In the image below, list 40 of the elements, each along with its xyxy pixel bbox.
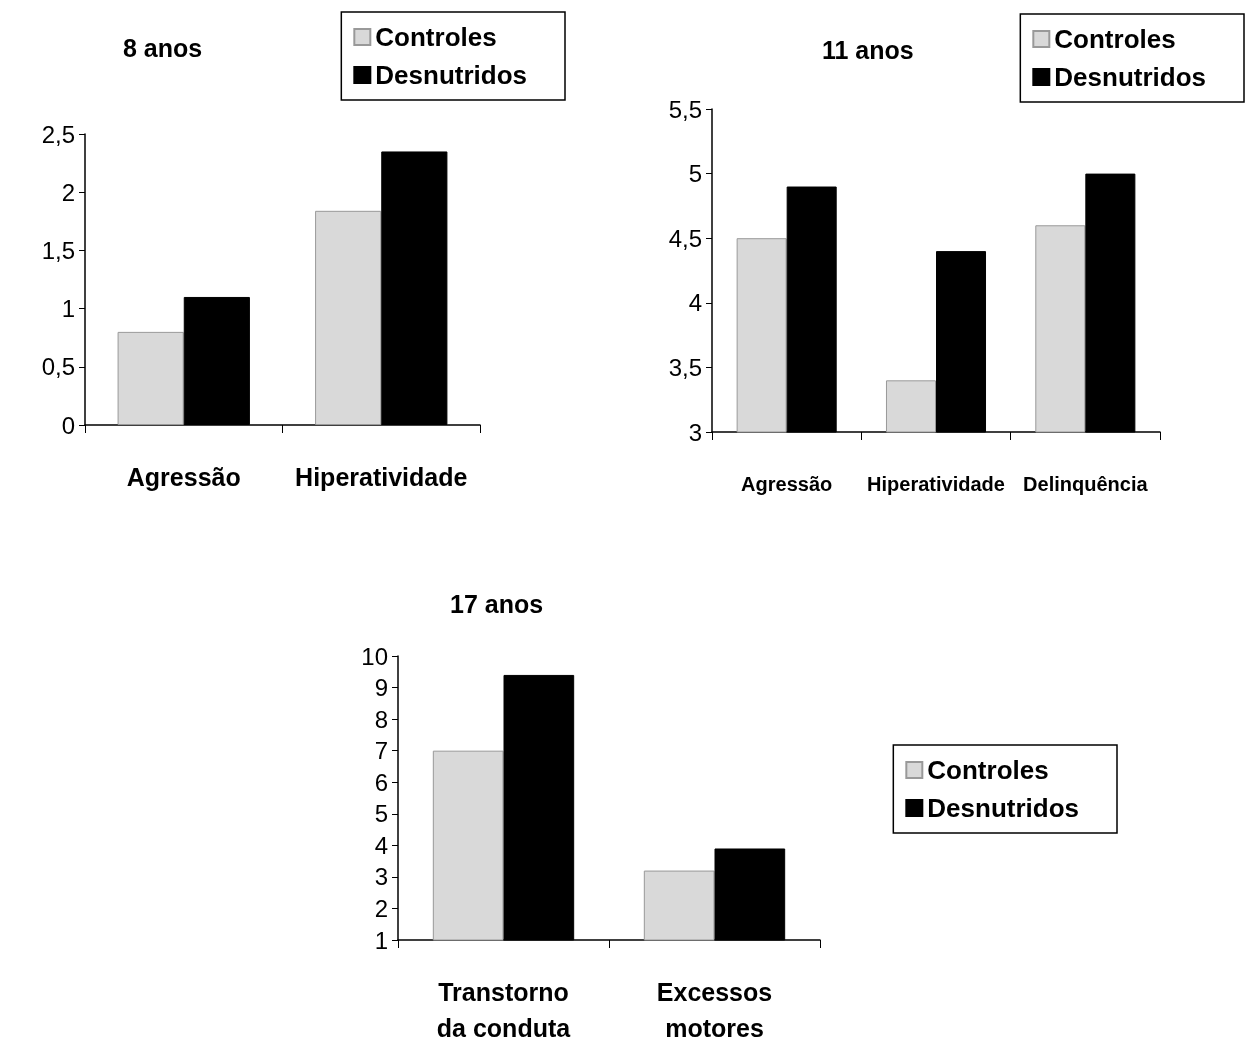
- legend-label: Controles: [927, 755, 1049, 785]
- y-tick-label: 3: [688, 418, 702, 446]
- x-tick-label: Hiperatividade: [295, 463, 468, 491]
- bar: [315, 210, 382, 425]
- chart-title: 17 anos: [450, 589, 544, 618]
- legend-label: Desnutridos: [927, 793, 1079, 823]
- legend-label: Desnutridos: [1054, 62, 1206, 92]
- y-tick-label: 0: [61, 411, 75, 439]
- bar: [117, 331, 184, 425]
- y-tick-label: 2: [61, 178, 75, 206]
- y-tick-label: 3: [374, 863, 388, 891]
- x-tick-label: Excessos motores: [656, 978, 773, 1042]
- y-tick-label: 2: [374, 894, 388, 922]
- y-tick-label: 4: [374, 831, 388, 859]
- y-tick-label: 5,5: [668, 95, 702, 123]
- y-tick-label: 4: [688, 289, 702, 317]
- y-tick-label: 8: [374, 705, 388, 733]
- y-tick-label: 5: [688, 160, 702, 188]
- x-tick-label: Transtorno da conduta: [436, 978, 572, 1042]
- y-tick-label: 1: [61, 295, 75, 323]
- x-tick-label: Hiperatividade: [867, 473, 1005, 495]
- y-tick-label: 4,5: [668, 224, 702, 252]
- y-tick-label: 1: [374, 926, 388, 954]
- y-tick-label: 5: [374, 800, 388, 828]
- y-tick-label: 0,5: [41, 353, 75, 381]
- x-tick-label: Delinquência: [1023, 473, 1149, 495]
- y-tick-label: 1,5: [41, 236, 75, 264]
- legend-label: Desnutridos: [375, 60, 527, 90]
- y-tick-label: 3,5: [668, 353, 702, 381]
- y-tick-label: 10: [361, 642, 388, 670]
- x-tick-label: Agressão: [126, 463, 241, 491]
- x-tick-label: Agressão: [741, 473, 833, 495]
- chart-title: 8 anos: [123, 33, 203, 62]
- y-tick-label: 9: [374, 674, 388, 702]
- legend-label: Controles: [375, 22, 497, 52]
- legend-label: Controles: [1054, 24, 1176, 54]
- y-tick-label: 7: [374, 737, 388, 765]
- y-tick-label: 6: [374, 768, 388, 796]
- chart-title: 11 anos: [822, 35, 914, 64]
- y-tick-label: 2,5: [41, 120, 75, 148]
